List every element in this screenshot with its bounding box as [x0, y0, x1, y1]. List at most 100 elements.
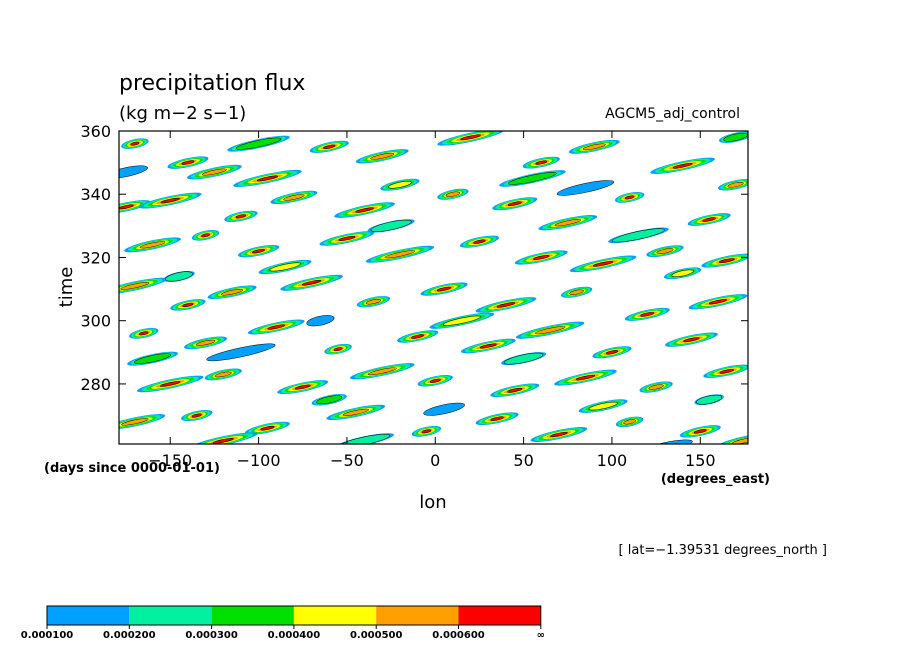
contour-band [221, 288, 244, 296]
units-label: (kg m−2 s−1) [119, 103, 246, 124]
contour-band [269, 262, 301, 272]
precip-cell [233, 169, 302, 187]
contour-band [718, 258, 735, 263]
contour-band [339, 434, 391, 444]
contour-band [719, 369, 735, 374]
precip-cell [206, 343, 276, 362]
contour-band [507, 387, 523, 393]
precip-cell [170, 299, 206, 311]
precip-cell [650, 157, 715, 174]
precip-cell [119, 200, 151, 214]
colorbar-label: 0.000500 [350, 630, 403, 641]
precip-cell [280, 274, 343, 291]
precip-cell [522, 156, 560, 169]
precip-cell [355, 149, 409, 164]
contour-band [133, 353, 172, 364]
precip-cell [437, 131, 504, 146]
precip-cell [191, 230, 220, 241]
contour-band [533, 255, 550, 260]
contour-band [672, 163, 693, 169]
contour-band [212, 438, 234, 444]
precip-cell [556, 180, 615, 196]
contour-band [365, 298, 382, 305]
precip-cell [664, 267, 702, 280]
contour-band [554, 219, 581, 227]
contour-band [550, 432, 568, 438]
precip-cell [560, 286, 593, 298]
x-tick-label: 0 [430, 451, 440, 470]
x-tick-label: 100 [597, 451, 628, 470]
precip-cell [204, 368, 242, 381]
colorbar-label: 0.000600 [432, 630, 485, 641]
contour-band [693, 429, 707, 434]
precip-cell [538, 215, 598, 231]
contour-band [569, 289, 584, 295]
y-tick-label: 280 [80, 375, 111, 394]
precip-cell [694, 394, 724, 406]
precip-cell [311, 393, 347, 406]
chart-title: precipitation flux [119, 71, 305, 96]
precip-cell [475, 297, 537, 313]
contour-band [235, 214, 247, 219]
precip-cell [306, 315, 335, 327]
contour-band [119, 165, 148, 179]
contour-band [367, 367, 397, 376]
precip-cell [397, 330, 439, 343]
y-tick-label: 300 [80, 312, 111, 331]
contour-band [490, 416, 504, 421]
precip-cell [349, 363, 415, 380]
precip-cell [492, 197, 538, 211]
precip-cell [411, 425, 442, 437]
precip-cell [420, 282, 468, 296]
dataset-label: AGCM5_adj_control [605, 106, 740, 122]
precip-cell [608, 227, 669, 244]
precip-cell [244, 421, 290, 435]
colorbar-label: 0.000100 [21, 630, 74, 641]
precip-cell [679, 425, 721, 438]
colorbar-legend: 0.000100 0.000200 0.000300 0.000400 0.000500… [21, 605, 545, 641]
plot-frame [118, 130, 749, 445]
contour-band [384, 250, 416, 259]
x-tick-label: −150 [148, 451, 192, 470]
contour-band [429, 378, 441, 383]
contour-band [582, 143, 606, 151]
colorbar-swatch [211, 606, 294, 625]
precip-cell [646, 245, 684, 258]
colorbar-label: 0.000300 [185, 630, 238, 641]
contour-band [160, 381, 181, 387]
contour-band [534, 326, 566, 335]
contour-band [423, 402, 465, 416]
contour-band [460, 134, 481, 141]
contour-band [294, 384, 311, 390]
contour-band [624, 195, 635, 200]
latitude-annotation: [ lat=−1.39531 degrees_north ] [619, 543, 827, 558]
contour-band [182, 302, 194, 307]
contour-band [139, 331, 149, 336]
contour-band [442, 315, 481, 326]
precip-cell [335, 433, 394, 444]
precip-cell [247, 319, 305, 335]
contour-band [191, 413, 202, 418]
precip-cell [334, 202, 395, 218]
precip-cell [258, 259, 312, 275]
contour-band [702, 217, 716, 222]
contour-band [355, 207, 374, 213]
contour-band [283, 194, 305, 201]
colorbar-swatch [47, 606, 130, 625]
contour-band [306, 315, 335, 327]
precip-cell [184, 336, 228, 350]
x-tick-label: −50 [330, 451, 364, 470]
contour-band [165, 271, 193, 282]
precip-cell [429, 312, 495, 329]
x-axis: −150 −100 −50 0 50 100 150 [148, 131, 716, 470]
contour-band [260, 425, 275, 431]
contour-band [214, 371, 232, 378]
precip-cell [459, 235, 500, 248]
precip-cell [207, 285, 257, 300]
precip-cell [238, 244, 280, 258]
contour-band [588, 401, 618, 411]
precip-cell [515, 321, 585, 339]
contour-band [496, 302, 516, 308]
precip-cell [718, 178, 748, 191]
